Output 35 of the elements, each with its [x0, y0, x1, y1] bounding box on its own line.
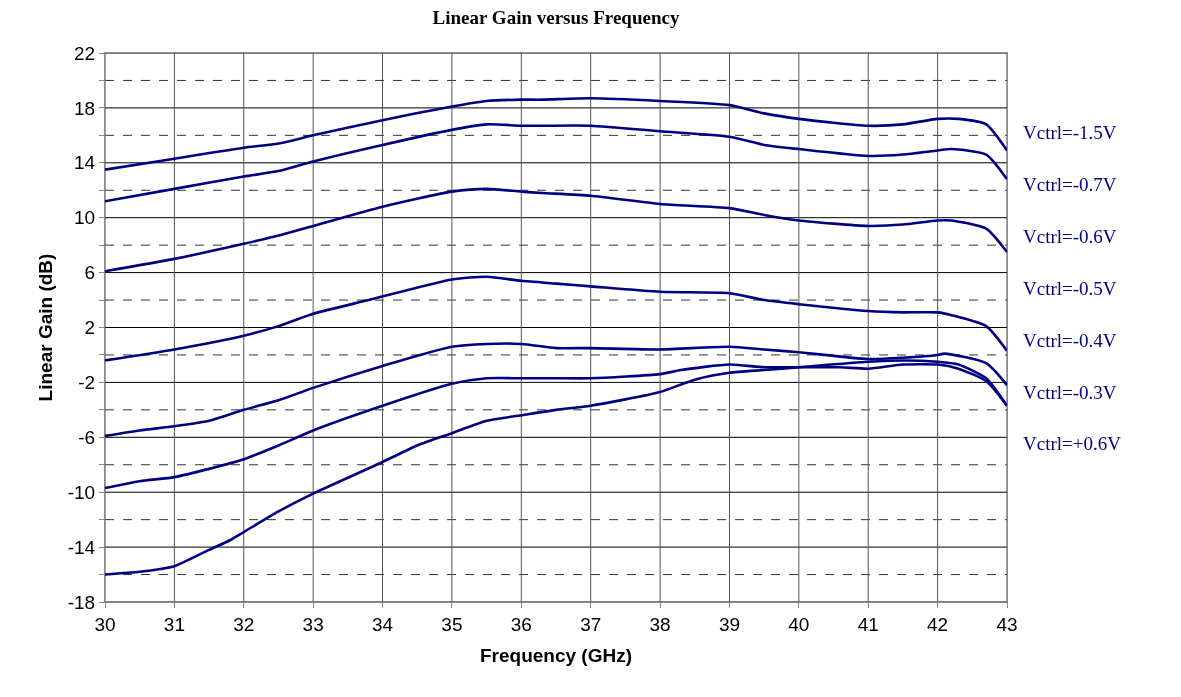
- series-label: Vctrl=-0.6V: [1023, 226, 1117, 247]
- series-label: Vctrl=-0.4V: [1023, 330, 1117, 351]
- series-label: Vctrl=-0.3V: [1023, 382, 1117, 403]
- x-tick-label: 42: [927, 613, 949, 635]
- y-tick-label: -14: [67, 536, 96, 558]
- y-tick-label: -18: [67, 591, 96, 613]
- x-tick-label: 39: [718, 613, 741, 635]
- x-tick-label: 31: [163, 613, 185, 635]
- y-tick-label: -10: [67, 481, 96, 503]
- y-tick-label: 10: [74, 207, 96, 229]
- x-tick-label: 35: [441, 613, 463, 635]
- y-tick-label: 2: [84, 317, 96, 339]
- series-label: Vctrl=+0.6V: [1023, 433, 1122, 454]
- y-tick-label: -6: [78, 426, 96, 448]
- y-tick-label: -2: [78, 372, 96, 394]
- x-tick-label: 33: [302, 613, 324, 635]
- x-tick-label: 40: [788, 613, 810, 635]
- chart-title: Linear Gain versus Frequency: [432, 6, 680, 28]
- x-axis-title: Frequency (GHz): [479, 644, 633, 666]
- x-tick-label: 30: [94, 613, 116, 635]
- y-tick-label: 22: [74, 42, 96, 64]
- x-tick-label: 34: [371, 613, 394, 635]
- y-tick-label: 18: [74, 97, 96, 119]
- series-label: Vctrl=-0.7V: [1023, 174, 1117, 195]
- text: Vctrl=-0.5V: [1023, 278, 1117, 299]
- x-tick-label: 36: [510, 613, 532, 635]
- y-tick-label: 6: [84, 262, 96, 284]
- y-tick-label: 14: [74, 152, 96, 174]
- x-tick-label: 37: [580, 613, 602, 635]
- y-axis-title: Linear Gain (dB): [34, 253, 56, 402]
- x-tick-label: 41: [857, 613, 879, 635]
- x-tick-label: 43: [996, 613, 1018, 635]
- series-label: Vctrl=-1.5V: [1023, 122, 1117, 143]
- x-tick-label: 38: [649, 613, 671, 635]
- x-tick-label: 32: [233, 613, 255, 635]
